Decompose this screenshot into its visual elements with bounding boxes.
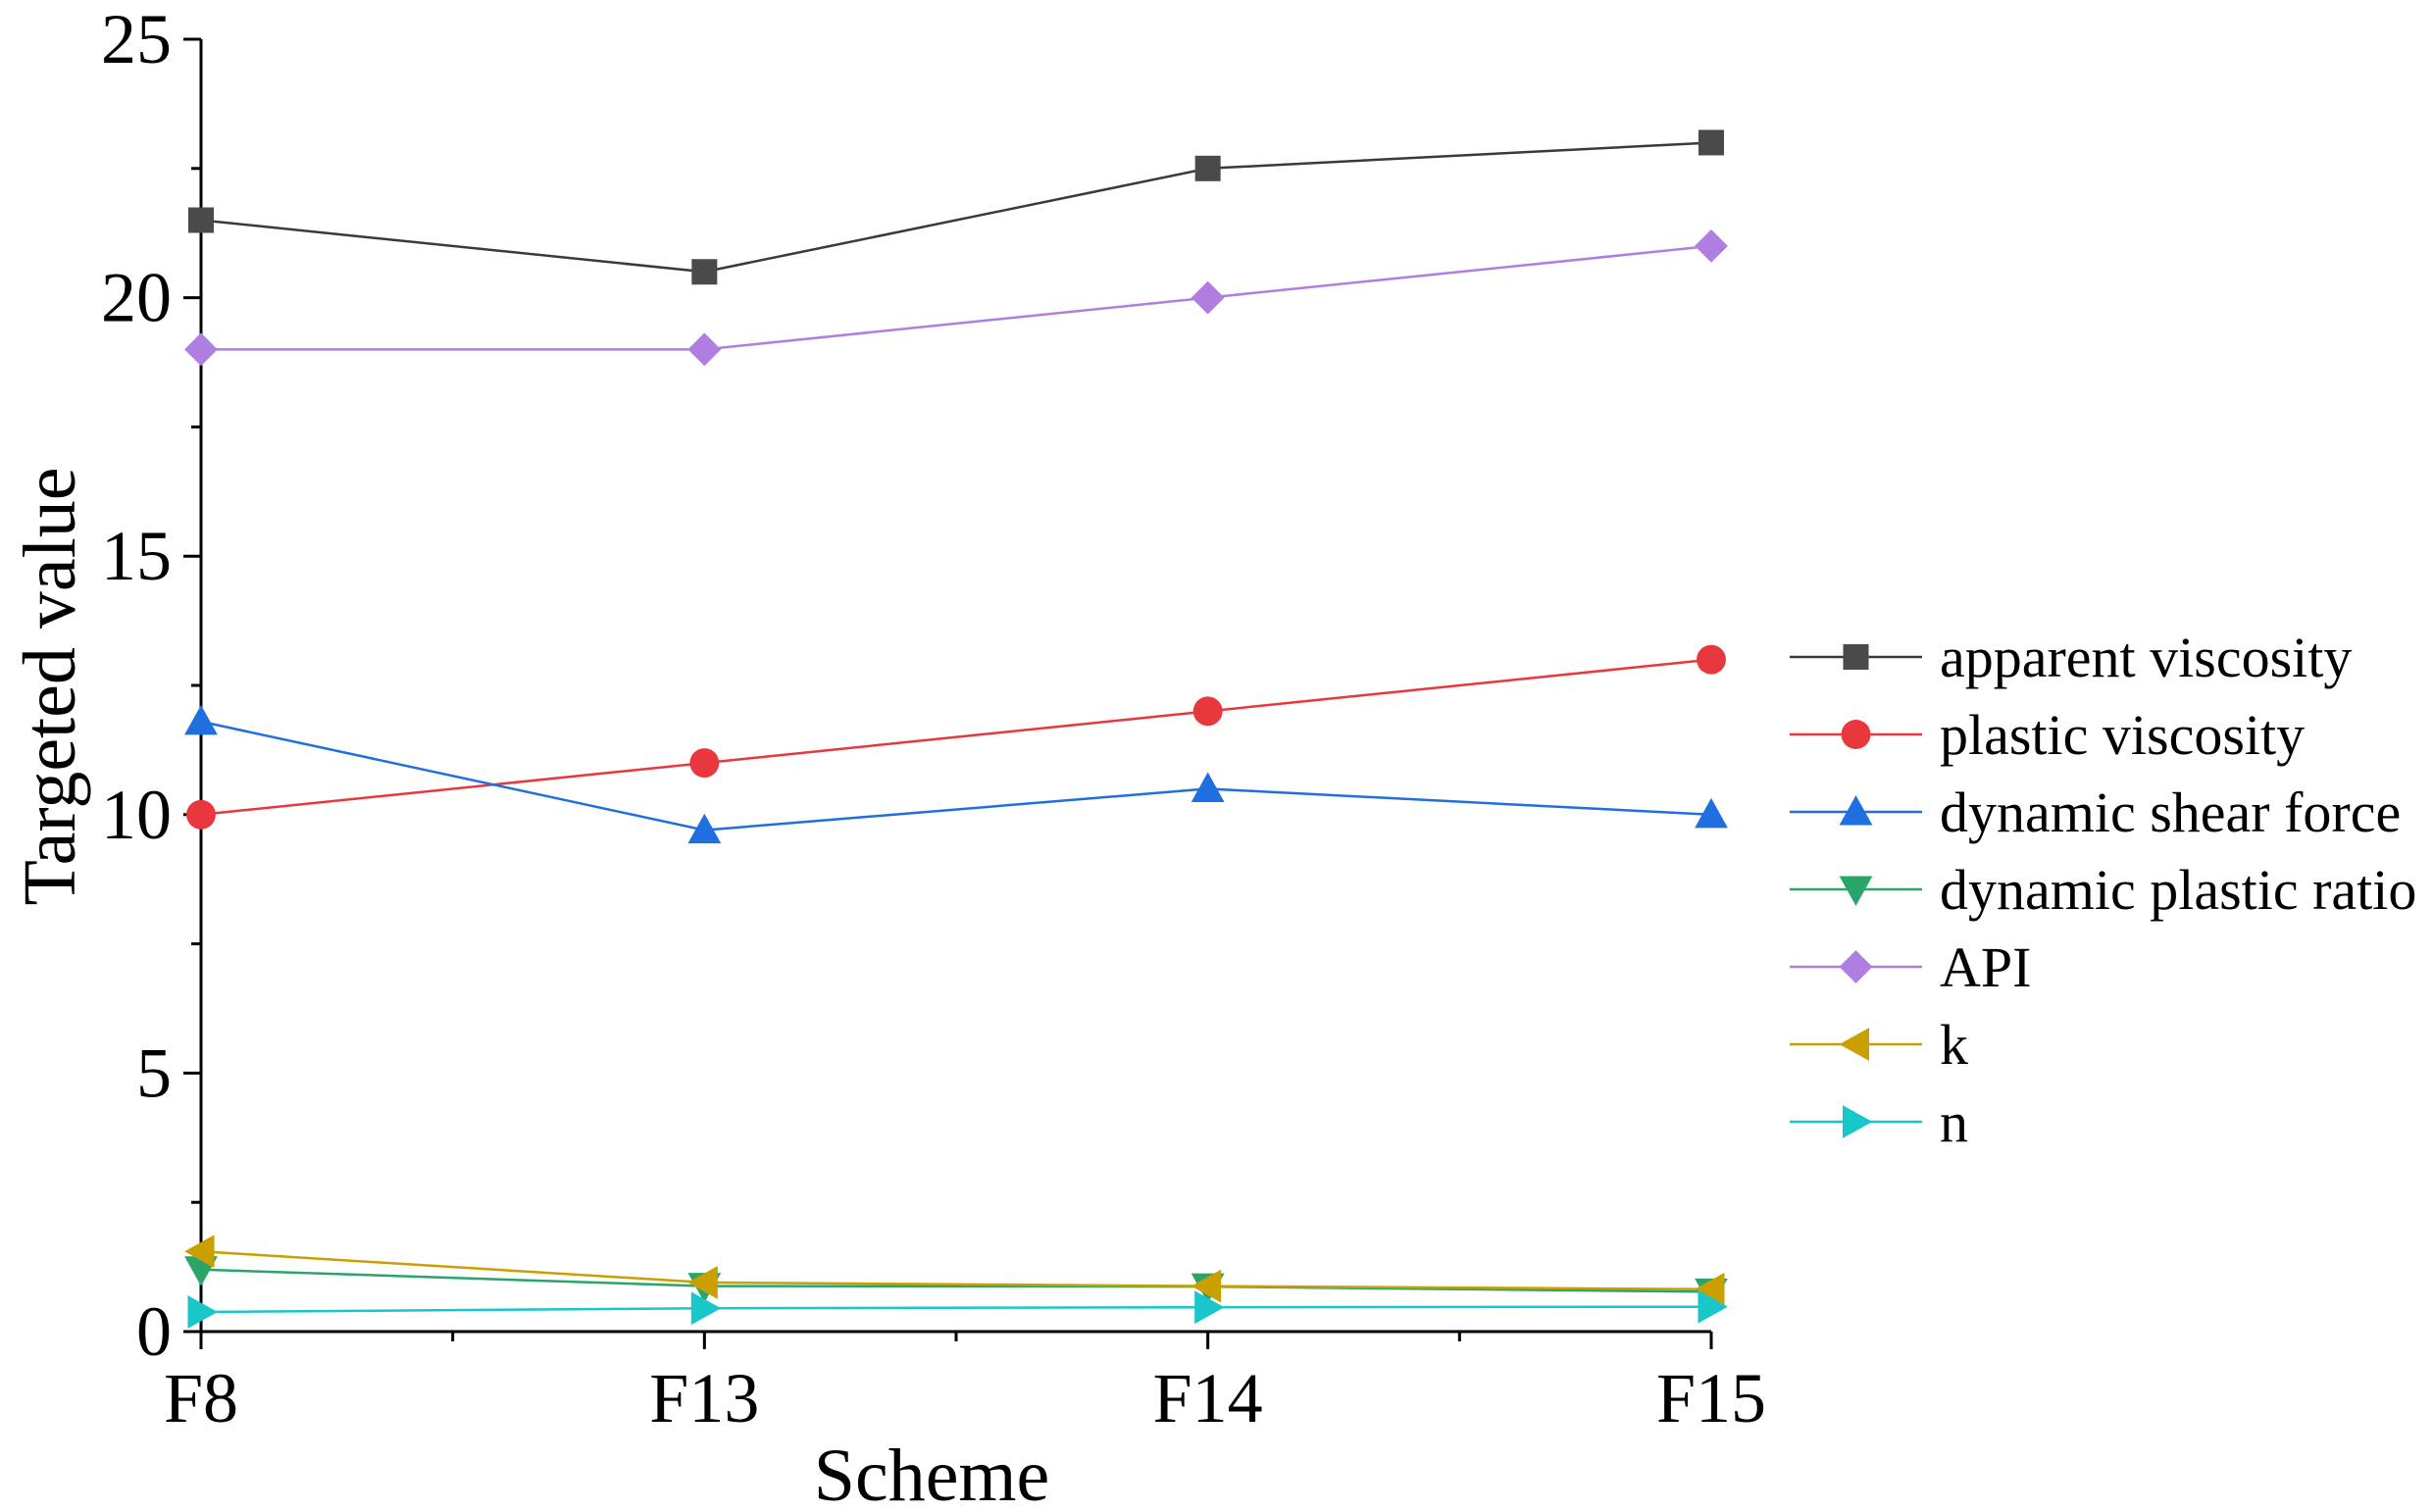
legend-marker: [1839, 795, 1873, 826]
data-point-apparent-viscosity: [1698, 129, 1724, 156]
legend-item-api: API: [1790, 935, 2031, 999]
data-point-api: [687, 332, 722, 367]
series-k: [184, 1235, 1725, 1306]
data-point-plastic-viscosity: [186, 799, 216, 830]
data-point-apparent-viscosity: [691, 259, 718, 285]
legend: apparent viscosity plastic viscosity dynam…: [1790, 626, 2416, 1154]
data-point-k: [1695, 1272, 1725, 1306]
legend-marker: [1839, 950, 1873, 983]
series-line-dynamic-plastic-ratio: [200, 1268, 1712, 1293]
data-point-k: [184, 1235, 215, 1269]
series-line-apparent-viscosity: [200, 141, 1712, 274]
y-tick-label: 15: [101, 517, 172, 595]
legend-item-dynamic-plastic-ratio: dynamic plastic ratio: [1790, 858, 2416, 922]
legend-marker: [1841, 720, 1871, 749]
y-tick-label: 0: [136, 1292, 172, 1371]
series-line-k: [200, 1250, 1712, 1291]
data-point-api: [1191, 280, 1225, 315]
series-line-api: [201, 244, 1712, 351]
x-tick-label: F13: [649, 1359, 759, 1437]
legend-label: apparent viscosity: [1940, 626, 2352, 689]
y-tick-label: 10: [101, 776, 172, 854]
data-point-api: [184, 332, 218, 367]
x-tick-label: F15: [1656, 1359, 1766, 1437]
legend-item-plastic-viscosity: plastic viscosity: [1790, 703, 2305, 767]
data-point-dynamic-shear-force: [1695, 797, 1728, 829]
y-axis-title: Targeted value: [9, 468, 91, 906]
data-point-apparent-viscosity: [188, 207, 214, 233]
legend-item-k: k: [1790, 1013, 1968, 1077]
data-point-n: [1194, 1290, 1225, 1325]
legend-item-apparent-viscosity: apparent viscosity: [1790, 626, 2352, 689]
y-tick-label: 20: [101, 259, 172, 337]
x-tick-label: F14: [1153, 1359, 1263, 1437]
y-tick-label: 5: [136, 1033, 172, 1112]
legend-label: k: [1940, 1013, 1968, 1077]
legend-marker: [1839, 1028, 1870, 1061]
legend-item-dynamic-shear-force: dynamic shear force: [1790, 781, 2401, 844]
legend-marker: [1839, 876, 1873, 906]
legend-marker: [1842, 1105, 1873, 1138]
series-apparent-viscosity: [188, 129, 1724, 285]
legend-label: dynamic shear force: [1940, 781, 2401, 844]
series-api: [184, 228, 1728, 367]
series-line-plastic-viscosity: [200, 658, 1712, 817]
data-point-plastic-viscosity: [1192, 696, 1223, 727]
legend-label: n: [1940, 1090, 1968, 1154]
series-layer: [184, 129, 1728, 1329]
data-point-api: [1695, 228, 1728, 263]
axes: 0 5 10 15 20 25 F8 F13 F14 F15: [101, 0, 1766, 1437]
series-dynamic-shear-force: [184, 705, 1728, 844]
legend-item-n: n: [1790, 1090, 1968, 1154]
data-point-k: [687, 1266, 718, 1299]
data-point-n: [690, 1291, 722, 1326]
data-point-plastic-viscosity: [1697, 644, 1726, 675]
legend-label: API: [1940, 935, 2031, 999]
data-point-apparent-viscosity: [1194, 155, 1221, 181]
series-n: [187, 1289, 1728, 1329]
y-tick-label: 25: [101, 0, 172, 78]
legend-label: dynamic plastic ratio: [1940, 858, 2416, 922]
legend-marker: [1843, 644, 1869, 670]
x-tick-label: F8: [164, 1359, 238, 1437]
legend-label: plastic viscosity: [1940, 703, 2305, 767]
data-point-dynamic-shear-force: [1191, 772, 1225, 802]
data-point-dynamic-shear-force: [184, 705, 218, 735]
series-plastic-viscosity: [186, 644, 1726, 830]
data-point-k: [1191, 1269, 1222, 1303]
series-line-dynamic-shear-force: [200, 720, 1712, 832]
data-point-n: [1698, 1289, 1728, 1324]
series-line-n: [200, 1305, 1712, 1314]
data-point-dynamic-shear-force: [687, 813, 722, 844]
x-axis-title: Scheme: [814, 1435, 1050, 1512]
data-point-plastic-viscosity: [689, 748, 720, 779]
data-point-n: [187, 1295, 218, 1329]
